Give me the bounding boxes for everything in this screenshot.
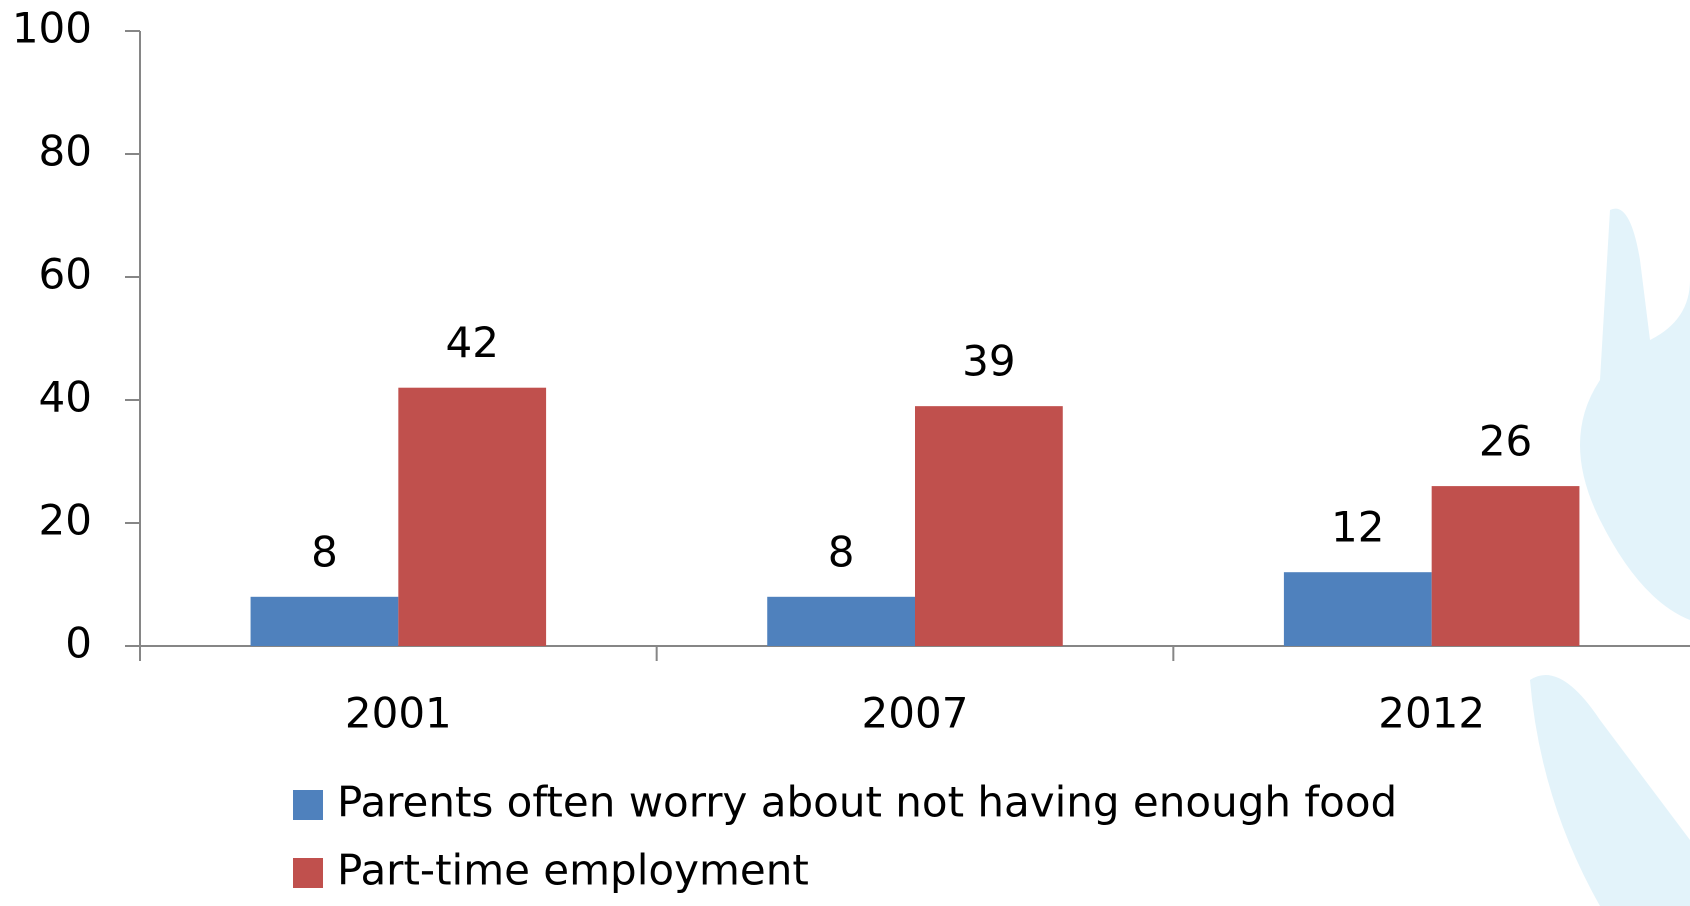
bar xyxy=(767,596,915,646)
legend-swatch xyxy=(293,858,323,888)
background-decoration xyxy=(1530,208,1690,906)
data-label: 12 xyxy=(1331,503,1384,552)
legend-label: Parents often worry about not having eno… xyxy=(337,778,1397,827)
legend-label: Part-time employment xyxy=(337,846,809,895)
data-label: 8 xyxy=(828,527,855,576)
y-tick-label: 20 xyxy=(39,496,92,545)
bar xyxy=(915,406,1063,646)
y-tick-label: 60 xyxy=(39,250,92,299)
data-label: 8 xyxy=(311,527,338,576)
x-tick-label: 2007 xyxy=(862,689,969,738)
y-tick-label: 40 xyxy=(39,373,92,422)
bar xyxy=(1283,572,1432,646)
y-tick-label: 100 xyxy=(12,4,92,53)
legend-swatch xyxy=(293,790,323,820)
data-label: 42 xyxy=(445,318,498,367)
data-label: 26 xyxy=(1479,417,1532,466)
x-tick-label: 2012 xyxy=(1378,689,1485,738)
bar xyxy=(398,387,547,646)
data-label: 39 xyxy=(962,337,1015,386)
bar xyxy=(250,596,399,646)
x-tick-label: 2001 xyxy=(345,689,452,738)
y-tick-label: 0 xyxy=(65,619,92,668)
y-tick-label: 80 xyxy=(39,127,92,176)
bar xyxy=(1431,486,1580,646)
